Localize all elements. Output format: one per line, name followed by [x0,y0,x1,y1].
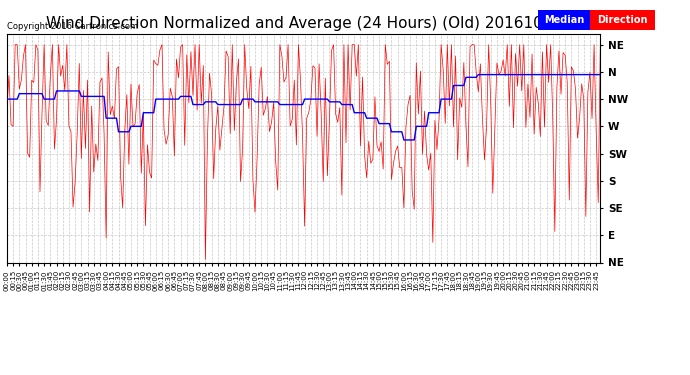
Title: Wind Direction Normalized and Average (24 Hours) (Old) 20161008: Wind Direction Normalized and Average (2… [46,16,562,31]
Text: Median: Median [544,15,584,25]
Text: Direction: Direction [598,15,648,25]
Text: Copyright 2016 Cartronics.com: Copyright 2016 Cartronics.com [7,22,138,32]
